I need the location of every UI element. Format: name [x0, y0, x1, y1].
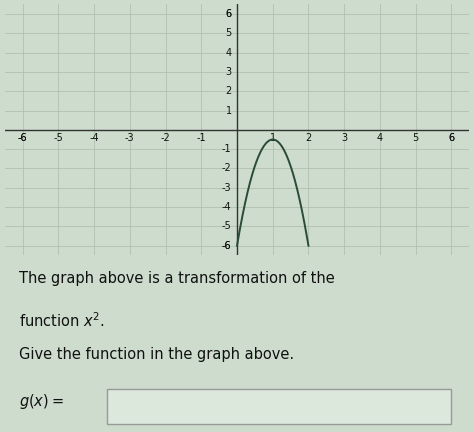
Text: -6: -6	[18, 133, 27, 143]
Text: function $x^2$.: function $x^2$.	[18, 311, 105, 330]
Text: 2: 2	[226, 86, 232, 96]
Text: Give the function in the graph above.: Give the function in the graph above.	[18, 347, 294, 362]
Text: 3: 3	[341, 133, 347, 143]
Text: $g(x) =$: $g(x) =$	[18, 392, 64, 411]
Text: -6: -6	[222, 241, 232, 251]
Text: 1: 1	[226, 105, 232, 115]
Text: -3: -3	[125, 133, 135, 143]
Text: 5: 5	[226, 28, 232, 38]
Text: -5: -5	[54, 133, 63, 143]
Text: 6: 6	[448, 133, 455, 143]
Text: The graph above is a transformation of the: The graph above is a transformation of t…	[18, 270, 335, 286]
Text: -6: -6	[222, 241, 232, 251]
Text: 6: 6	[226, 9, 232, 19]
Text: -2: -2	[161, 133, 171, 143]
Text: 4: 4	[377, 133, 383, 143]
FancyBboxPatch shape	[107, 389, 451, 425]
Text: 6: 6	[226, 9, 232, 19]
Text: -5: -5	[222, 222, 232, 232]
Text: 5: 5	[412, 133, 419, 143]
Text: -4: -4	[222, 202, 232, 212]
Text: -2: -2	[222, 163, 232, 174]
Text: -1: -1	[196, 133, 206, 143]
Text: -1: -1	[222, 144, 232, 154]
Text: 6: 6	[448, 133, 455, 143]
Text: 4: 4	[226, 48, 232, 57]
Text: 3: 3	[226, 67, 232, 77]
Text: -4: -4	[89, 133, 99, 143]
Text: 1: 1	[270, 133, 276, 143]
Text: -6: -6	[18, 133, 27, 143]
Text: 2: 2	[305, 133, 311, 143]
Text: -3: -3	[222, 183, 232, 193]
